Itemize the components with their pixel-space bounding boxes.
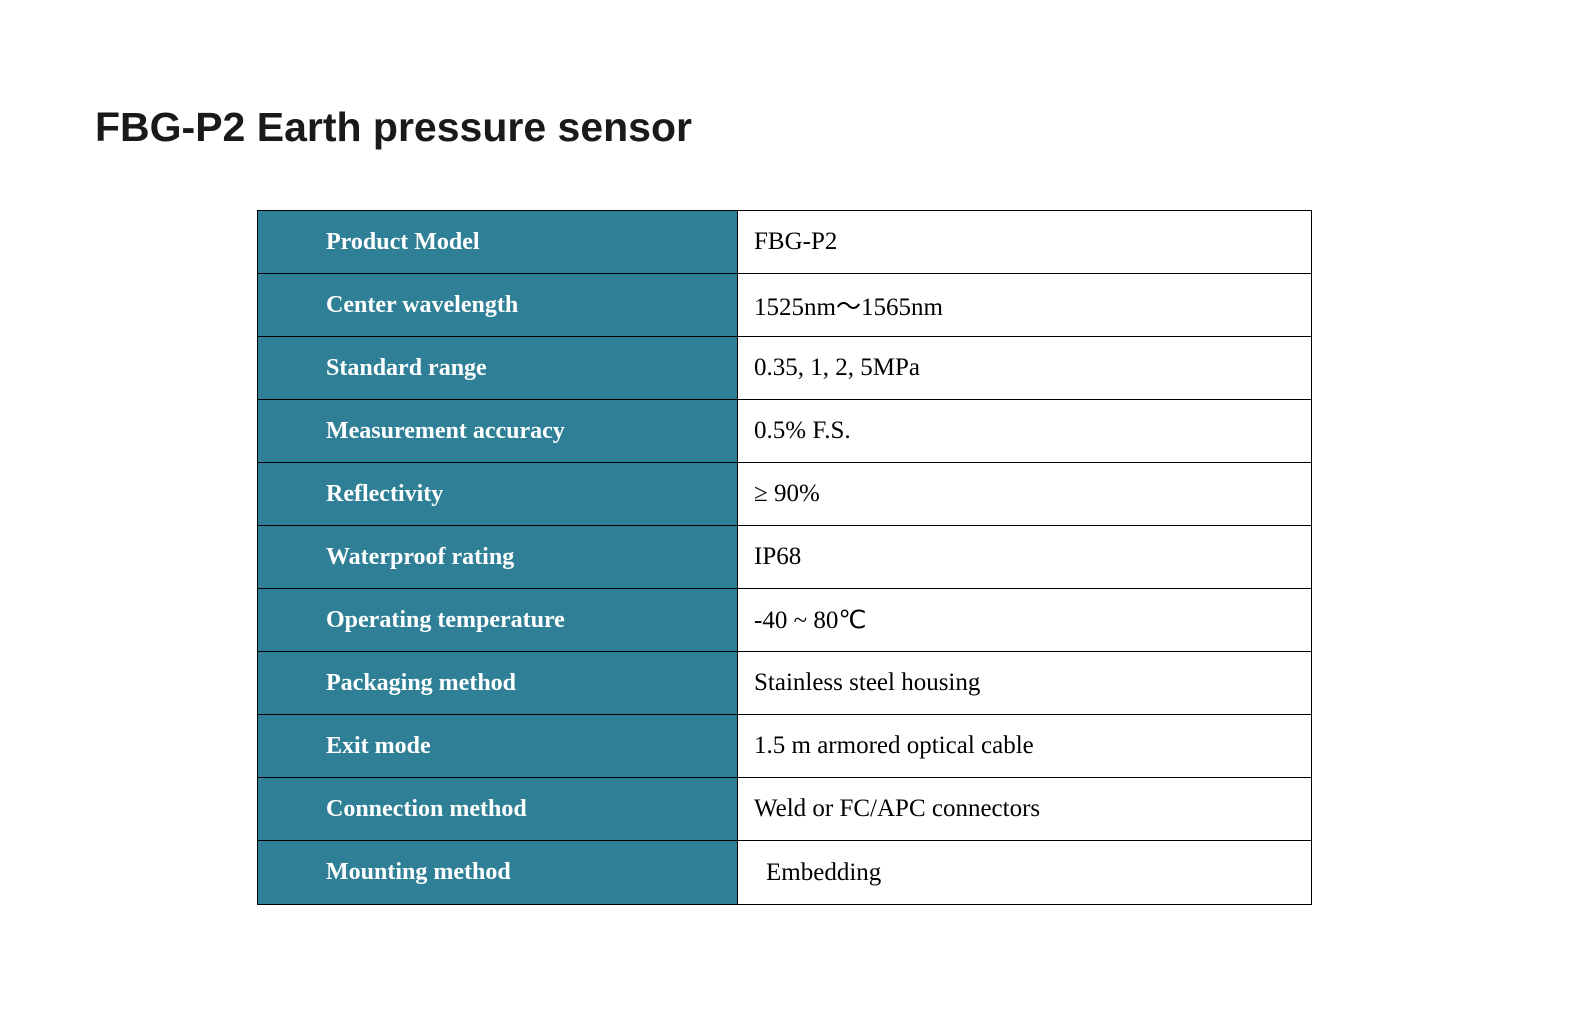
row-value: FBG-P2 [738, 211, 1311, 273]
spec-table: Product Model FBG-P2 Center wavelength 1… [257, 210, 1312, 905]
table-row: Reflectivity ≥ 90% [258, 463, 1311, 526]
row-label: Measurement accuracy [258, 400, 738, 462]
row-label: Center wavelength [258, 274, 738, 336]
table-row: Operating temperature -40 ~ 80℃ [258, 589, 1311, 652]
table-row: Packaging method Stainless steel housing [258, 652, 1311, 715]
table-row: Standard range 0.35, 1, 2, 5MPa [258, 337, 1311, 400]
row-value: IP68 [738, 526, 1311, 588]
row-value: 0.5% F.S. [738, 400, 1311, 462]
row-label: Product Model [258, 211, 738, 273]
row-value: Stainless steel housing [738, 652, 1311, 714]
table-row: Mounting method Embedding [258, 841, 1311, 904]
row-value: Embedding [738, 841, 1311, 904]
row-value: Weld or FC/APC connectors [738, 778, 1311, 840]
table-row: Exit mode 1.5 m armored optical cable [258, 715, 1311, 778]
row-value: 0.35, 1, 2, 5MPa [738, 337, 1311, 399]
row-value: 1525nm～1565nm [738, 274, 1311, 336]
row-label: Waterproof rating [258, 526, 738, 588]
row-label: Operating temperature [258, 589, 738, 651]
table-row: Product Model FBG-P2 [258, 211, 1311, 274]
row-value: 1.5 m armored optical cable [738, 715, 1311, 777]
row-value: -40 ~ 80℃ [738, 589, 1311, 651]
table-row: Measurement accuracy 0.5% F.S. [258, 400, 1311, 463]
row-label: Standard range [258, 337, 738, 399]
page-title: FBG-P2 Earth pressure sensor [95, 104, 692, 150]
table-row: Waterproof rating IP68 [258, 526, 1311, 589]
row-label: Exit mode [258, 715, 738, 777]
table-row: Connection method Weld or FC/APC connect… [258, 778, 1311, 841]
table-row: Center wavelength 1525nm～1565nm [258, 274, 1311, 337]
row-label: Packaging method [258, 652, 738, 714]
row-label: Connection method [258, 778, 738, 840]
row-label: Mounting method [258, 841, 738, 904]
row-label: Reflectivity [258, 463, 738, 525]
row-value: ≥ 90% [738, 463, 1311, 525]
